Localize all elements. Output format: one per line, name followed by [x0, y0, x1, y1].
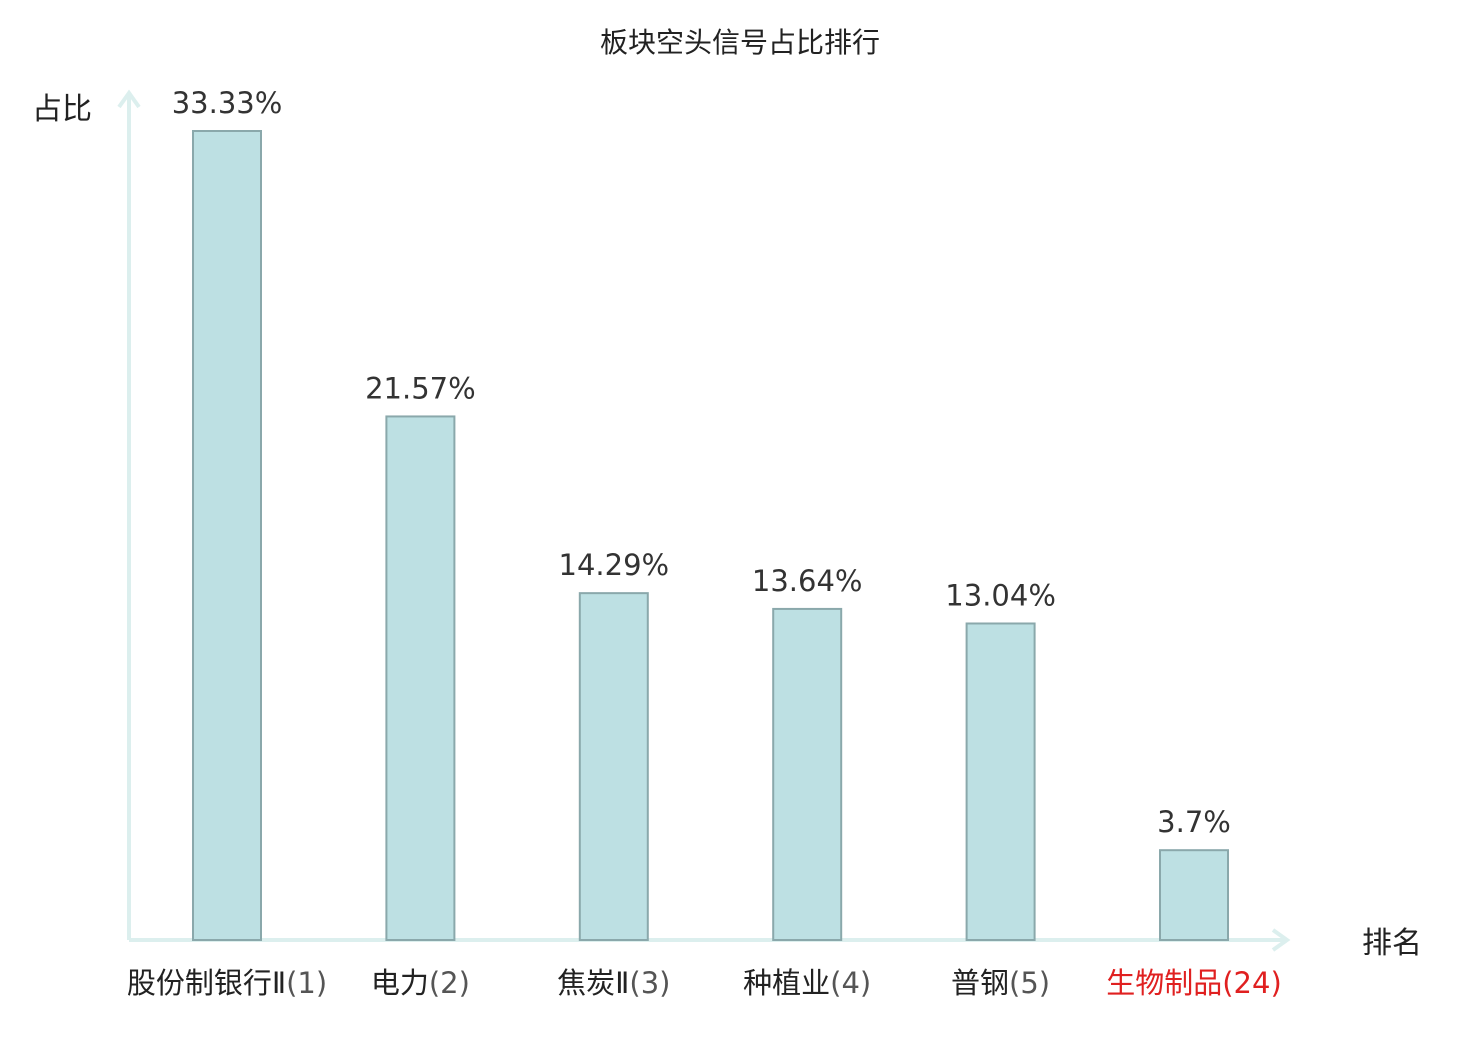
category-name: 电力	[371, 966, 429, 1000]
value-labels-group: 33.33% 21.57% 14.29% 13.64% 13.04% 3.7%	[172, 86, 1231, 839]
value-label: 14.29%	[559, 548, 670, 582]
category-rank: (5)	[1009, 966, 1050, 1000]
category-labels-group: 股份制银行Ⅱ(1) 电力(2) 焦炭Ⅱ(3) 种植业(4) 普钢(5) 生物制品(24)	[127, 966, 1282, 1000]
bar	[965, 622, 1036, 941]
bars-group	[192, 130, 1229, 942]
chart-title: 板块空头信号占比排行	[600, 26, 880, 59]
category-rank: (3)	[629, 966, 670, 1000]
category-label: 焦炭Ⅱ(3)	[557, 966, 670, 1000]
category-rank: (1)	[286, 966, 327, 1000]
value-label: 3.7%	[1157, 805, 1231, 839]
value-label: 13.04%	[945, 578, 1056, 612]
value-label: 33.33%	[172, 86, 283, 120]
y-axis-arrow	[117, 89, 141, 109]
category-rank: (24)	[1222, 966, 1282, 1000]
bar	[772, 607, 843, 941]
bar	[1159, 849, 1229, 941]
category-name: 焦炭Ⅱ	[557, 966, 629, 1000]
y-axis-label: 占比	[32, 92, 92, 127]
category-name: 种植业	[743, 966, 830, 1000]
category-name: 股份制银行Ⅱ	[127, 966, 286, 1000]
x-axis-label: 排名	[1362, 926, 1422, 961]
value-label: 13.64%	[752, 564, 863, 598]
category-label: 普钢(5)	[951, 966, 1050, 1000]
category-rank: (4)	[830, 966, 871, 1000]
bar	[192, 130, 262, 941]
category-label: 股份制银行Ⅱ(1)	[127, 966, 327, 1000]
category-label: 生物制品(24)	[1106, 966, 1282, 1000]
category-name: 普钢	[951, 966, 1009, 1000]
value-label: 21.57%	[365, 371, 476, 405]
bar	[385, 415, 456, 942]
axes	[117, 89, 1291, 952]
category-rank: (2)	[429, 966, 470, 1000]
category-name: 生物制品	[1106, 966, 1222, 1000]
x-axis-arrow	[1271, 928, 1291, 952]
category-label: 种植业(4)	[743, 966, 871, 1000]
category-label: 电力(2)	[371, 966, 470, 1000]
bar	[578, 592, 649, 942]
